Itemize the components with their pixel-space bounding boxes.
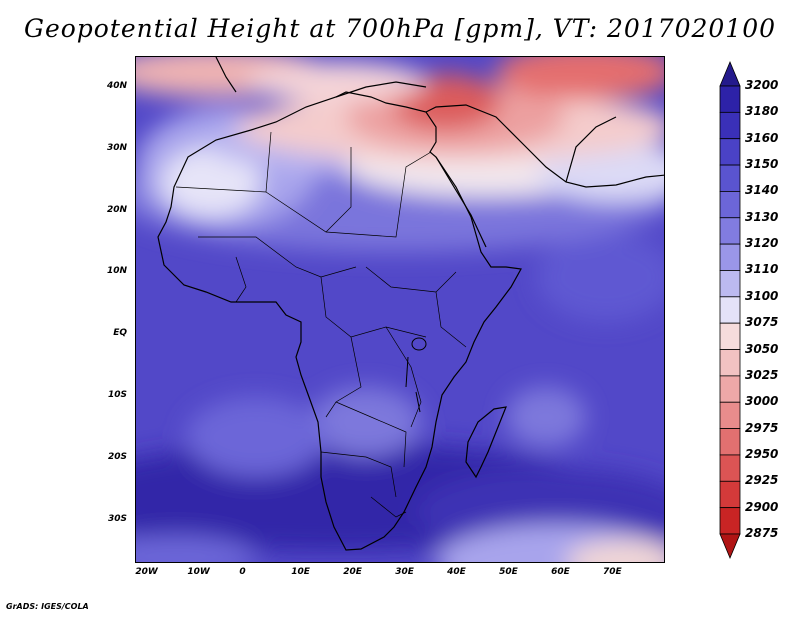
lat-tick-label: 10S [107, 390, 127, 401]
africa-coastline [157, 91, 522, 551]
colorbar-level-label: 3180 [745, 104, 779, 119]
colorbar-top-arrow [719, 60, 741, 87]
colorbar-swatch [719, 138, 741, 166]
colorbar-level-label: 2925 [745, 473, 779, 488]
colorbar-swatch [719, 296, 741, 324]
country-borders [175, 131, 467, 518]
colorbar-swatch [719, 217, 741, 245]
lon-tick-label: 10W [187, 567, 210, 577]
lat-tick-label: 10N [106, 266, 127, 277]
europe-coast [335, 81, 427, 98]
lat-tick-label: 20N [106, 204, 127, 215]
colorbar-level-label: 3140 [745, 183, 779, 198]
colorbar-swatch [719, 111, 741, 140]
colorbar-swatch [719, 243, 741, 271]
lat-tick-label: 20S [107, 451, 127, 462]
colorbar-bottom-arrow [719, 533, 741, 560]
coastlines [157, 57, 664, 551]
colorbar-swatch [719, 375, 741, 403]
colorbar-level-label: 3050 [745, 341, 779, 356]
colorbar-level-label: 3150 [745, 157, 779, 172]
colorbar-level-label: 2875 [745, 526, 779, 540]
colorbar-swatch [719, 85, 741, 113]
colorbar-swatch [719, 401, 741, 429]
lat-tick-label: EQ [113, 328, 127, 339]
geopotential-field [136, 57, 664, 562]
lon-tick-label: 30E [395, 567, 414, 577]
lon-tick-label: 50E [499, 567, 518, 577]
colorbar-level-label: 3120 [745, 236, 779, 251]
colorbar-level-label: 3200 [745, 78, 779, 92]
lat-tick-label: 30N [106, 142, 127, 153]
colorbar-swatch [719, 480, 741, 509]
colorbar-level-label: 3000 [745, 394, 779, 409]
colorbar-level-label: 2950 [745, 446, 779, 461]
lon-tick-label: 20E [343, 567, 362, 577]
footer-credit: GrADS: IGES/COLA [6, 602, 89, 611]
colorbar-level-label: 3110 [745, 262, 779, 277]
colorbar-swatch [719, 507, 741, 535]
lon-tick-label: 40E [447, 567, 466, 577]
colorbar-swatch [719, 349, 741, 377]
colorbar-swatch [719, 164, 741, 192]
colorbar-level-label: 3130 [745, 209, 779, 224]
colorbar-level-label: 2900 [745, 499, 779, 514]
colorbar-level-label: 3075 [745, 315, 779, 330]
red-sea-coast [435, 156, 487, 248]
asia-coastline [425, 104, 664, 188]
colorbar-swatch [719, 270, 741, 298]
lat-tick-label: 40N [106, 80, 127, 91]
lon-tick-label: 60E [551, 567, 570, 577]
colorbar-level-label: 3100 [745, 288, 779, 303]
lon-tick-label: 20W [135, 567, 158, 577]
colorbar-swatch [719, 454, 741, 482]
colorbar-swatch [719, 428, 741, 456]
colorbar-swatch [719, 191, 741, 219]
iberia-coast [215, 57, 237, 93]
field-shading [136, 57, 664, 562]
map-title: Geopotential Height at 700hPa [gpm], VT:… [23, 14, 777, 43]
map-panel [135, 56, 665, 563]
lakes [405, 337, 427, 413]
colorbar-level-label: 3025 [745, 367, 779, 382]
lon-tick-label: 10E [291, 567, 310, 577]
colorbar-swatch [719, 322, 741, 350]
colorbar [719, 60, 741, 560]
colorbar-level-label: 3160 [745, 130, 779, 145]
colorbar-level-label: 2975 [745, 420, 779, 435]
persian-gulf-coast [565, 116, 617, 183]
lat-tick-label: 30S [107, 513, 127, 524]
lon-tick-label: 0 [239, 567, 246, 577]
lon-tick-label: 70E [603, 567, 622, 577]
madagascar-coastline [465, 406, 507, 479]
